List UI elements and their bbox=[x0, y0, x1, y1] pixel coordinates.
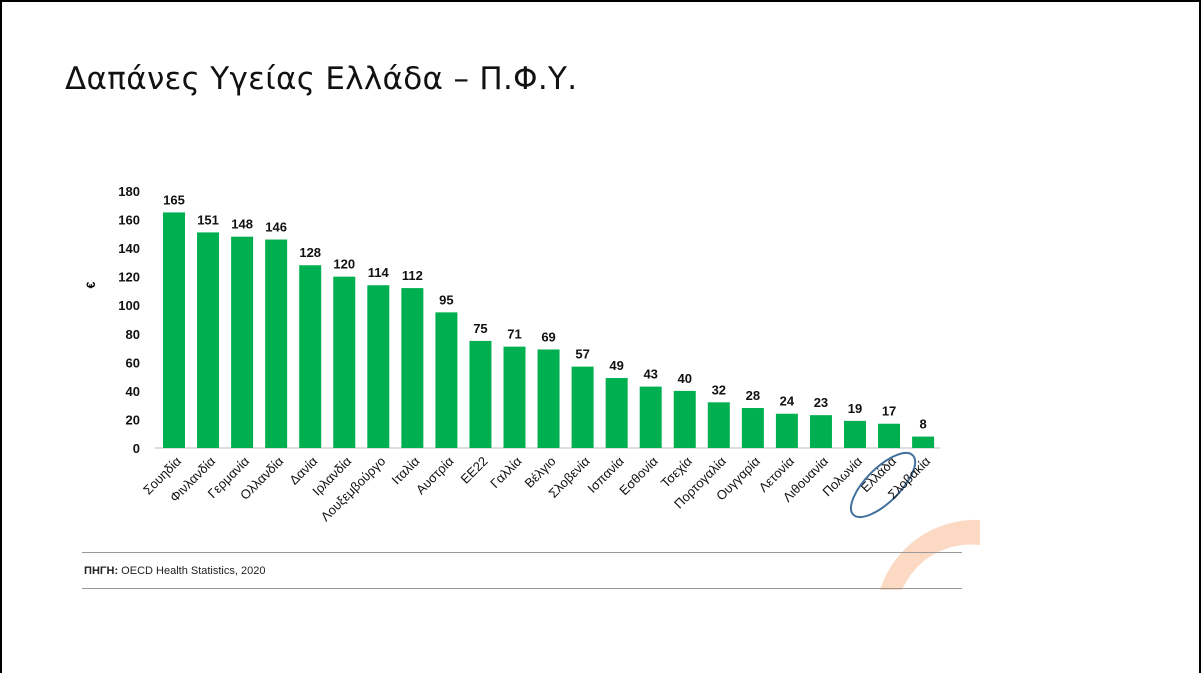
y-axis-label: € bbox=[84, 281, 98, 288]
bar bbox=[639, 386, 662, 448]
bar-value-label: 151 bbox=[197, 212, 219, 227]
x-tick-label: Γαλλία bbox=[487, 453, 525, 491]
bar bbox=[231, 236, 254, 448]
bar-value-label: 23 bbox=[814, 395, 828, 410]
bar-value-label: 43 bbox=[643, 367, 657, 382]
bar bbox=[469, 340, 492, 448]
bar bbox=[503, 346, 526, 448]
bar-value-label: 75 bbox=[473, 321, 487, 336]
bar-value-label: 24 bbox=[780, 394, 795, 409]
bar bbox=[537, 349, 560, 448]
divider-bottom bbox=[82, 588, 962, 589]
divider-top bbox=[82, 552, 962, 553]
bar-value-label: 17 bbox=[882, 404, 896, 419]
bar-value-label: 112 bbox=[402, 268, 423, 283]
y-tick-label: 120 bbox=[118, 270, 140, 285]
y-tick-label: 160 bbox=[118, 213, 140, 228]
bar bbox=[912, 436, 935, 448]
source-text: OECD Health Statistics, 2020 bbox=[121, 565, 266, 577]
y-tick-label: 60 bbox=[126, 355, 140, 370]
x-tick-label: Αυστρία bbox=[413, 453, 457, 497]
bar-value-label: 114 bbox=[368, 265, 390, 280]
bar-value-label: 165 bbox=[163, 192, 185, 207]
bar-value-label: 32 bbox=[712, 382, 726, 397]
y-tick-label: 20 bbox=[126, 412, 140, 427]
bar bbox=[741, 408, 764, 448]
y-tick-label: 80 bbox=[126, 327, 140, 342]
bar-value-label: 69 bbox=[541, 329, 555, 344]
bar bbox=[333, 276, 356, 448]
decorative-arc bbox=[880, 519, 980, 590]
bar-value-label: 120 bbox=[333, 257, 355, 272]
bar-value-label: 95 bbox=[439, 292, 453, 307]
y-tick-label: 140 bbox=[118, 241, 140, 256]
bar-value-label: 49 bbox=[609, 358, 623, 373]
x-tick-label: Εσθονία bbox=[616, 453, 661, 498]
bar bbox=[435, 312, 458, 448]
source-note: ΠΗΓΗ: OECD Health Statistics, 2020 bbox=[84, 565, 265, 577]
slide-title: Δαπάνες Υγείας Ελλάδα – Π.Φ.Υ. bbox=[65, 60, 578, 97]
bar bbox=[605, 378, 628, 448]
bar bbox=[571, 366, 594, 448]
bar bbox=[197, 232, 220, 448]
y-tick-label: 100 bbox=[118, 298, 140, 313]
bar bbox=[367, 285, 390, 448]
bar-value-label: 146 bbox=[265, 220, 287, 235]
bar-value-label: 28 bbox=[746, 388, 760, 403]
x-tick-label: ΕΕ22 bbox=[457, 454, 490, 487]
bar bbox=[809, 415, 832, 448]
bar-value-label: 19 bbox=[848, 401, 862, 416]
y-tick-label: 180 bbox=[118, 184, 140, 199]
bar bbox=[265, 239, 288, 448]
bar-value-label: 57 bbox=[575, 347, 589, 362]
y-tick-label: 40 bbox=[126, 384, 140, 399]
highlight-ellipse bbox=[850, 451, 917, 519]
y-tick-label: 0 bbox=[133, 441, 140, 456]
bar bbox=[673, 390, 696, 448]
bar bbox=[878, 423, 901, 448]
bar bbox=[775, 413, 798, 448]
bar-value-label: 128 bbox=[299, 245, 321, 260]
bar bbox=[163, 212, 185, 448]
bar-value-label: 148 bbox=[231, 217, 253, 232]
bar bbox=[401, 288, 424, 448]
source-label: ΠΗΓΗ: bbox=[84, 565, 119, 577]
bar bbox=[844, 420, 866, 448]
bar bbox=[299, 265, 322, 448]
bar bbox=[707, 402, 730, 448]
bar-value-label: 40 bbox=[678, 371, 692, 386]
bar-value-label: 8 bbox=[919, 417, 926, 432]
bar-value-label: 71 bbox=[507, 327, 521, 342]
